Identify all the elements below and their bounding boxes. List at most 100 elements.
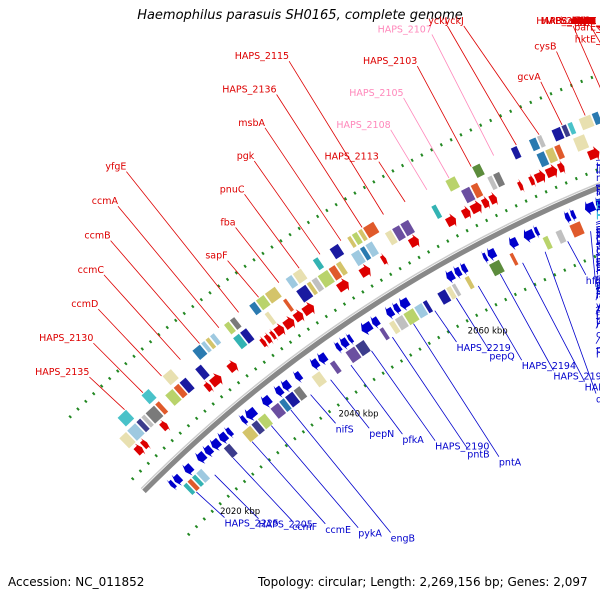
gene-label[interactable]: gltB xyxy=(596,234,600,245)
gene-label[interactable]: HAPS_2136 xyxy=(222,85,276,96)
gene-label[interactable]: HAPS_2105 xyxy=(349,88,403,99)
gene-label[interactable]: HAPS_2089 xyxy=(596,263,600,274)
gene-label[interactable]: pgk xyxy=(237,151,255,162)
gene-label[interactable]: eno xyxy=(578,16,596,27)
gene-label[interactable]: wecD xyxy=(570,16,596,27)
gene-label[interactable]: HAPS_2107 xyxy=(378,24,432,35)
gene-label[interactable]: sixA xyxy=(576,16,596,27)
gene-label[interactable]: mreC xyxy=(571,16,597,27)
gene-label[interactable]: HAPS_2133 xyxy=(596,206,600,217)
gene-label[interactable]: sfcA xyxy=(596,239,600,250)
gene-label[interactable]: parE xyxy=(574,22,596,33)
gene-label[interactable]: HAPS_2167 xyxy=(596,237,600,248)
gene-label[interactable]: nifS xyxy=(336,424,354,435)
gene-label[interactable]: hflC xyxy=(596,309,600,320)
gene-label[interactable]: hflK xyxy=(586,276,600,287)
gene-label[interactable]: mod xyxy=(596,273,600,284)
gene-label[interactable]: HAPS_2174 xyxy=(542,16,596,27)
gene-label[interactable]: metR xyxy=(571,16,597,27)
gene-label[interactable]: rnt xyxy=(596,288,600,299)
gene-label[interactable]: msbA xyxy=(238,118,265,129)
gene-label[interactable]: ispG xyxy=(596,289,600,300)
gene-label[interactable]: pepQ xyxy=(489,352,514,363)
gene-label[interactable]: pntA xyxy=(499,458,522,469)
gene-label[interactable]: glo1 xyxy=(596,224,600,235)
gene-label[interactable]: sirA xyxy=(578,16,596,27)
gene-label[interactable]: ccmB xyxy=(84,231,110,242)
gene-label[interactable]: ccmD xyxy=(71,299,98,310)
gene-label[interactable]: icc xyxy=(560,16,573,27)
gene-label[interactable]: mreD xyxy=(570,16,596,27)
gene-label[interactable]: HAPS_2219 xyxy=(457,343,511,354)
gene-label[interactable]: ldhA xyxy=(596,188,600,199)
gene-label[interactable]: thrC xyxy=(596,312,600,323)
gene-label[interactable]: purA xyxy=(596,345,600,356)
gene-label[interactable]: panF xyxy=(596,284,600,295)
gene-label[interactable]: HAPS_2153 xyxy=(542,16,596,27)
gene-label[interactable]: ydhD xyxy=(596,301,600,312)
gene-label[interactable]: HAPS_2095 xyxy=(596,201,600,212)
gene-label[interactable]: orfM xyxy=(575,16,596,27)
gene-label[interactable]: tolC xyxy=(577,16,596,27)
gene-label[interactable]: ordL xyxy=(596,225,600,236)
gene-label[interactable]: HAPS_2205 xyxy=(259,520,313,531)
gene-label[interactable]: fabA xyxy=(574,16,596,27)
gene-label[interactable]: om xyxy=(581,16,596,27)
gene-label[interactable]: tbpB xyxy=(574,16,596,27)
gene-label[interactable]: mfd xyxy=(596,173,600,184)
gene-label[interactable]: HAPS_2135 xyxy=(35,367,89,378)
gene-label[interactable]: HAPS_2194 xyxy=(522,361,576,372)
gene-label[interactable]: lsgE xyxy=(576,16,596,27)
gene-label[interactable]: metJ xyxy=(596,350,600,361)
gene-label[interactable]: HAPS_2104 xyxy=(596,257,600,268)
gene-label[interactable]: HAPS_2204 xyxy=(542,16,596,27)
gene-label[interactable]: HAPS_2195 xyxy=(553,372,600,383)
gene-label[interactable]: pykA xyxy=(358,529,382,540)
gene-label[interactable]: rarA xyxy=(576,16,597,27)
gene-label[interactable]: tbpA xyxy=(574,16,597,27)
gene-label[interactable]: greB xyxy=(596,256,600,267)
gene-label[interactable]: HAPS_2172 xyxy=(542,16,596,27)
gene-label[interactable]: pepN xyxy=(369,429,394,440)
gene-label[interactable]: HAPS_2100 xyxy=(536,16,590,27)
gene-label[interactable]: sapF xyxy=(205,251,227,262)
gene-label[interactable]: HAPS_2214 xyxy=(542,16,596,27)
gene-label[interactable]: HAPS_2202 xyxy=(542,16,596,27)
gene-label[interactable]: cybC xyxy=(596,330,600,341)
gene-label[interactable]: HAPS_2113 xyxy=(324,152,378,163)
gene-label[interactable]: hktE xyxy=(575,35,596,46)
gene-label[interactable]: hxuA xyxy=(572,16,597,27)
gene-label[interactable]: gltX xyxy=(577,16,596,27)
gene-label[interactable]: HAPS_2225 xyxy=(225,519,279,530)
gene-label[interactable]: pulG xyxy=(574,16,596,27)
gene-label[interactable]: dapE xyxy=(596,395,600,406)
gene-label[interactable]: HAPS_2171 xyxy=(542,16,596,27)
gene-label[interactable]: HAPS_2197 xyxy=(585,383,600,394)
gene-label[interactable]: gcvA xyxy=(517,72,541,83)
gene-label[interactable]: HAPS_2140 xyxy=(596,211,600,222)
gene-label[interactable]: hxuB xyxy=(572,16,596,27)
gene-label[interactable]: ilvE xyxy=(596,166,600,177)
gene-label[interactable]: uhpB xyxy=(571,16,596,27)
gene-label[interactable]: HAPS_2103 xyxy=(363,56,417,67)
gene-label[interactable]: ccmC xyxy=(78,265,105,276)
gene-label[interactable]: sapD xyxy=(572,16,596,27)
gene-label[interactable]: sapC xyxy=(573,16,597,27)
gene-label[interactable]: HAPS_2121 xyxy=(596,281,600,292)
gene-label[interactable]: mreB xyxy=(571,16,596,27)
gene-label[interactable]: yckI xyxy=(428,16,447,27)
gene-label[interactable]: glnD xyxy=(574,16,596,27)
gene-label[interactable]: engB xyxy=(391,534,415,545)
gene-label[interactable]: kpsF xyxy=(596,231,600,242)
gene-label[interactable]: amiB xyxy=(572,16,596,27)
gene-label[interactable]: HAPS_2139 xyxy=(596,211,600,222)
gene-label[interactable]: lpxL xyxy=(576,16,596,27)
gene-label[interactable]: ccmA xyxy=(92,196,119,207)
gene-label[interactable]: uhpT xyxy=(572,16,596,27)
gene-label[interactable]: recD xyxy=(596,315,600,326)
gene-label[interactable]: kdsC xyxy=(573,16,596,27)
gene-label[interactable]: HAPS_2064 xyxy=(596,290,600,301)
gene-label[interactable]: yfgE xyxy=(105,162,126,173)
gene-label[interactable]: HAPS_2093 xyxy=(596,228,600,239)
gene-label[interactable]: HAPS_2138 xyxy=(596,288,600,299)
